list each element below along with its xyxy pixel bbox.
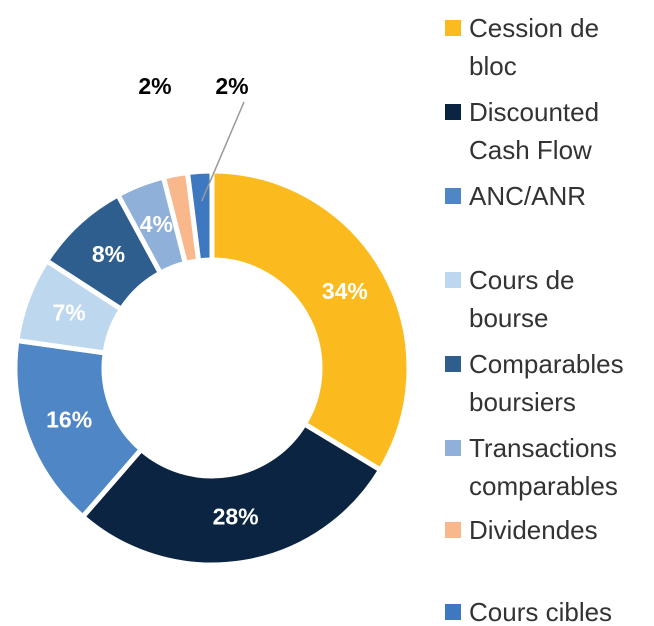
legend-swatch xyxy=(445,440,461,456)
data-label: 2% xyxy=(138,73,171,99)
legend-swatch xyxy=(445,356,461,372)
legend-entry: Discounted Cash Flow xyxy=(445,93,640,169)
legend-entry: Transactions comparables xyxy=(445,429,640,505)
legend-label: Dividendes xyxy=(469,515,598,545)
legend-swatch xyxy=(445,272,461,288)
data-label: 7% xyxy=(53,300,86,326)
legend-label: Comparables boursiers xyxy=(469,349,624,417)
legend-swatch xyxy=(445,104,461,120)
legend-entry: ANC/ANR xyxy=(445,177,640,215)
data-label: 16% xyxy=(46,406,92,432)
legend-entry: Comparables boursiers xyxy=(445,345,640,421)
legend-label: Discounted Cash Flow xyxy=(469,97,600,165)
legend-label: Cours de bourse xyxy=(469,265,575,333)
legend-label: Cours cibles xyxy=(469,597,613,626)
data-label: 34% xyxy=(322,278,368,304)
data-label: 4% xyxy=(140,211,173,237)
legend-swatch xyxy=(445,522,461,538)
legend-entry: Dividendes xyxy=(445,511,640,549)
data-label: 8% xyxy=(92,241,125,267)
legend-swatch xyxy=(445,188,461,204)
legend-entry: Cession de bloc xyxy=(445,9,640,85)
legend-swatch xyxy=(445,20,461,36)
data-label: 2% xyxy=(215,73,248,99)
legend-entry: Cours de bourse xyxy=(445,261,640,337)
legend-label: ANC/ANR xyxy=(469,181,587,211)
legend-swatch xyxy=(445,604,461,620)
slice xyxy=(209,168,412,474)
legend-label: Transactions comparables xyxy=(469,433,618,501)
legend-label: Cession de bloc xyxy=(469,13,600,81)
slice xyxy=(184,168,215,264)
legend-entry: Cours cibles xyxy=(445,593,640,626)
leader-line xyxy=(200,101,245,202)
slice xyxy=(79,420,384,568)
data-label: 28% xyxy=(213,504,259,530)
